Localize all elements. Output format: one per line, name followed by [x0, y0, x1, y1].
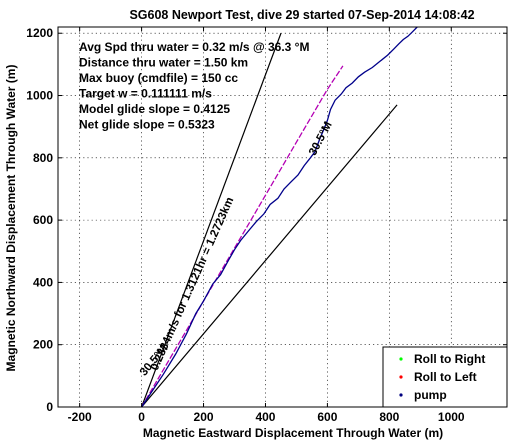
- legend-box: [382, 346, 508, 408]
- y-tick-label: 0: [46, 400, 53, 414]
- x-tick-label: 600: [317, 410, 337, 424]
- series-group: [141, 26, 418, 408]
- y-tick-label: 200: [33, 338, 53, 352]
- legend-marker: [399, 393, 403, 397]
- stats-line: Model glide slope = 0.4125: [79, 102, 230, 116]
- x-tick-label: 1000: [438, 410, 465, 424]
- plot-frame: [58, 27, 507, 407]
- y-tick-label: 800: [33, 151, 53, 165]
- y-tick-label: 600: [33, 213, 53, 227]
- stats-line: Avg Spd thru water = 0.32 m/s @ 36.3 °M: [79, 40, 309, 54]
- x-tick-label: 200: [194, 410, 214, 424]
- x-tick-label: 800: [379, 410, 399, 424]
- y-tick-label: 400: [33, 275, 53, 289]
- y-axis-label: Magnetic Northward Displacement Through …: [4, 65, 18, 372]
- stats-line: Distance thru water = 1.50 km: [79, 56, 248, 70]
- legend-label: pump: [414, 388, 447, 402]
- reference-line: [141, 104, 398, 408]
- plot-area: -200 0 200 400 600 800 1000 0 200 400 600 800 1000 1…: [26, 26, 508, 424]
- stats-line: Max buoy (cmdfile) = 150 cc: [79, 71, 238, 85]
- legend-marker: [399, 357, 403, 361]
- plot-border: [57, 26, 508, 408]
- reference-lines: [141, 33, 398, 408]
- legend-label: Roll to Right: [414, 352, 485, 366]
- x-axis-ticks: -200 0 200 400 600 800 1000: [68, 27, 465, 424]
- stats-block: Avg Spd thru water = 0.32 m/s @ 36.3 °M D…: [79, 40, 309, 132]
- reference-line: [141, 33, 282, 408]
- stats-line: Net glide slope = 0.5323: [79, 118, 215, 132]
- x-tick-label: -200: [68, 410, 92, 424]
- model-track-line: [141, 65, 344, 408]
- gridlines: [58, 27, 507, 408]
- legend-label: Roll to Left: [414, 370, 477, 384]
- y-tick-label: 1200: [26, 26, 53, 40]
- legend: Roll to Right Roll to Left pump: [382, 346, 508, 408]
- stats-line: Target w = 0.111111 m/s: [79, 87, 212, 101]
- x-axis-label: Magnetic Eastward Displacement Through W…: [143, 426, 443, 440]
- pump-track-line: [141, 26, 418, 408]
- y-tick-label: 1000: [26, 89, 53, 103]
- x-tick-label: 400: [255, 410, 275, 424]
- legend-marker: [399, 375, 403, 379]
- x-tick-label: 0: [138, 410, 145, 424]
- y-axis-ticks: 0 200 400 600 800 1000 1200: [26, 26, 507, 414]
- chart-title: SG608 Newport Test, dive 29 started 07-S…: [129, 8, 474, 22]
